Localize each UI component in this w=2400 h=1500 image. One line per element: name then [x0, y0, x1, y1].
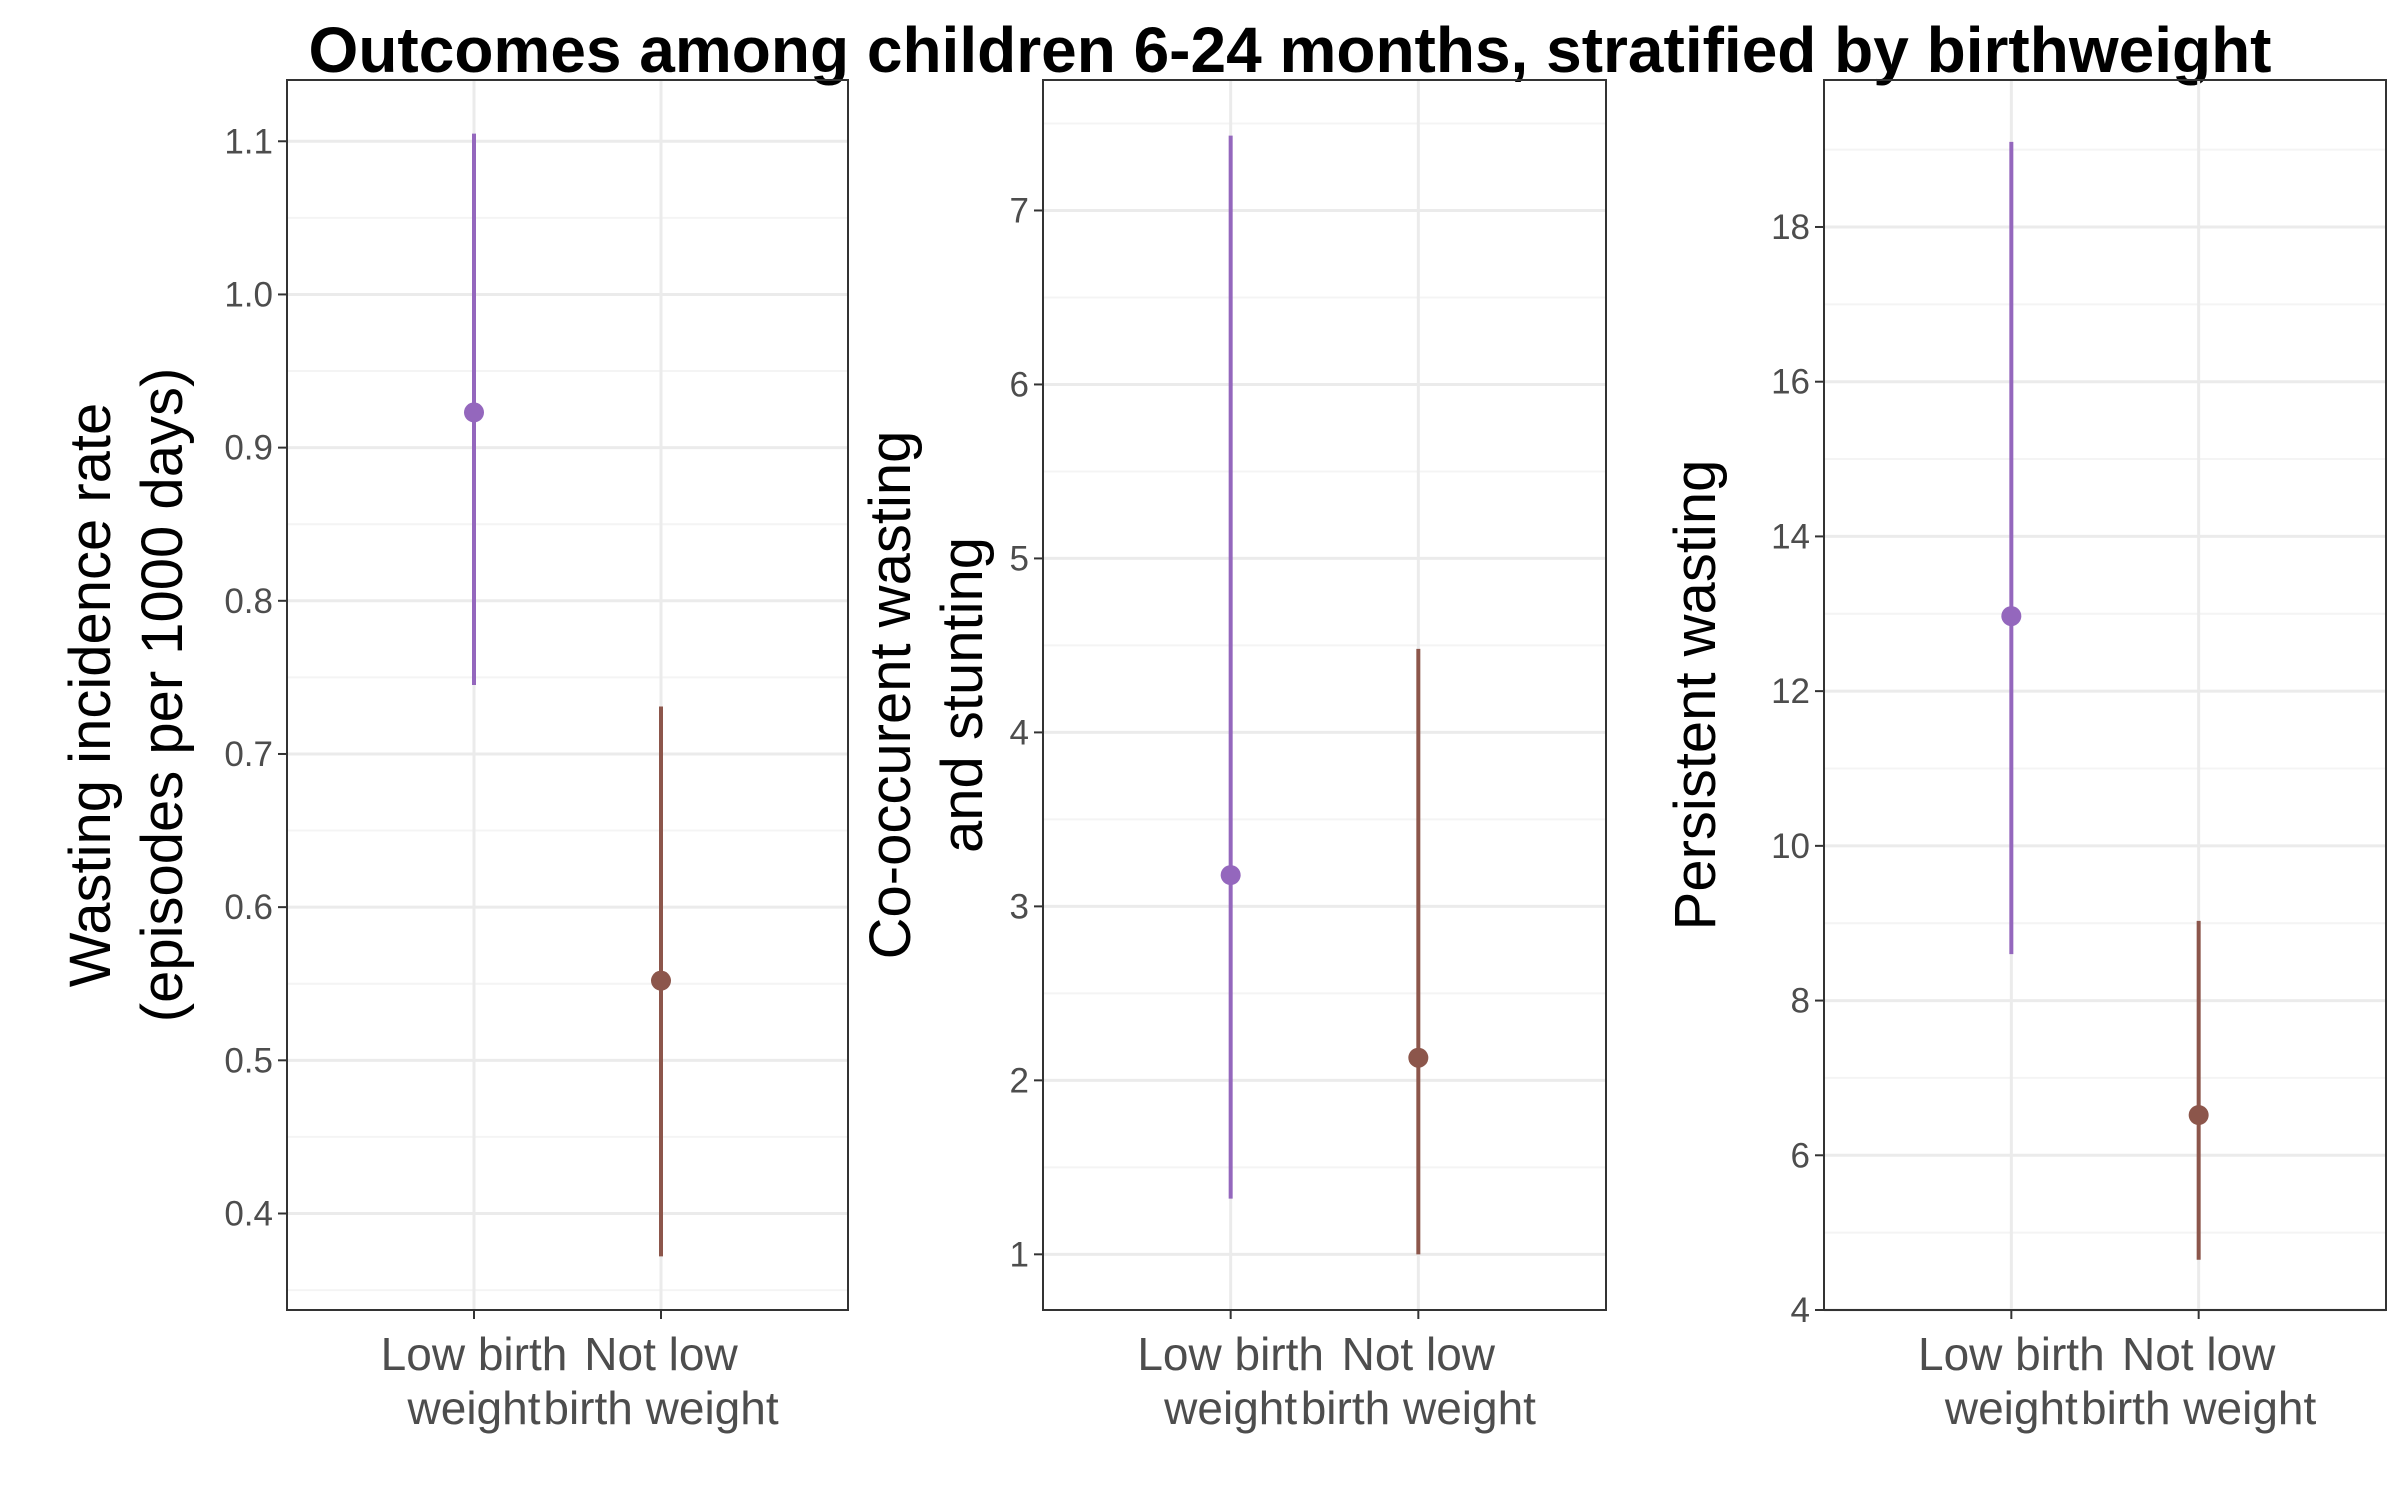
y-axis-title: Co-occurent wasting and stunting: [858, 431, 995, 960]
panel-border: [286, 79, 849, 1311]
y-tick-label: 14: [1771, 517, 1810, 556]
panel-1: 0.4 0.5 0.6 0.7 0.8 0.9 1.0 1.1 Low birth weightN…: [58, 79, 849, 1434]
y-tick-label: 0.5: [224, 1041, 273, 1080]
y-tick-label: 0.9: [224, 429, 273, 468]
panel-border: [1042, 79, 1607, 1311]
y-tick-label: 12: [1771, 672, 1810, 711]
y-tick-label: 0.4: [224, 1194, 273, 1233]
chart-title: Outcomes among children 6-24 months, str…: [309, 14, 2272, 86]
y-tick-label: 3: [1010, 887, 1029, 926]
point-estimate-not_low_birth_weight: [1408, 1047, 1429, 1068]
point-estimate-low_birth_weight: [1220, 865, 1241, 886]
point-estimate-low_birth_weight: [2001, 606, 2022, 627]
y-tick-label: 1.0: [224, 275, 273, 314]
y-tick-label: 18: [1771, 208, 1810, 247]
y-tick-label: 6: [1010, 365, 1029, 404]
y-tick-label: 0.6: [224, 888, 273, 927]
y-tick-label: 16: [1771, 363, 1810, 402]
y-tick-label: 6: [1791, 1136, 1810, 1175]
point-estimate-not_low_birth_weight: [651, 970, 671, 991]
x-tick-label: Not low birth weight: [1301, 1328, 1536, 1434]
x-tick-label: Not low birth weight: [2081, 1328, 2316, 1434]
x-tick-label: Not low birth weight: [543, 1328, 778, 1434]
y-tick-label: 7: [1010, 191, 1029, 230]
y-tick-label: 4: [1010, 713, 1029, 752]
y-tick-label: 8: [1791, 982, 1810, 1021]
y-tick-label: 0.8: [224, 582, 273, 621]
point-estimate-not_low_birth_weight: [2188, 1105, 2209, 1126]
y-tick-label: 2: [1010, 1061, 1029, 1100]
y-axis-title: Persistent wasting: [1663, 460, 1728, 931]
y-tick-label: 10: [1771, 827, 1810, 866]
y-tick-label: 5: [1010, 539, 1029, 578]
y-axis-title: Wasting incidence rate (episodes per 1000…: [58, 368, 195, 1023]
y-tick-label: 4: [1791, 1291, 1810, 1330]
point-estimate-low_birth_weight: [464, 402, 484, 423]
y-tick-label: 1.1: [224, 122, 273, 161]
panel-border: [1823, 79, 2387, 1311]
y-tick-label: 1: [1010, 1235, 1029, 1274]
y-tick-label: 0.7: [224, 735, 273, 774]
x-tick-label: Low birth weight: [1918, 1328, 2105, 1434]
x-tick-label: Low birth weight: [381, 1328, 568, 1434]
x-tick-label: Low birth weight: [1137, 1328, 1324, 1434]
